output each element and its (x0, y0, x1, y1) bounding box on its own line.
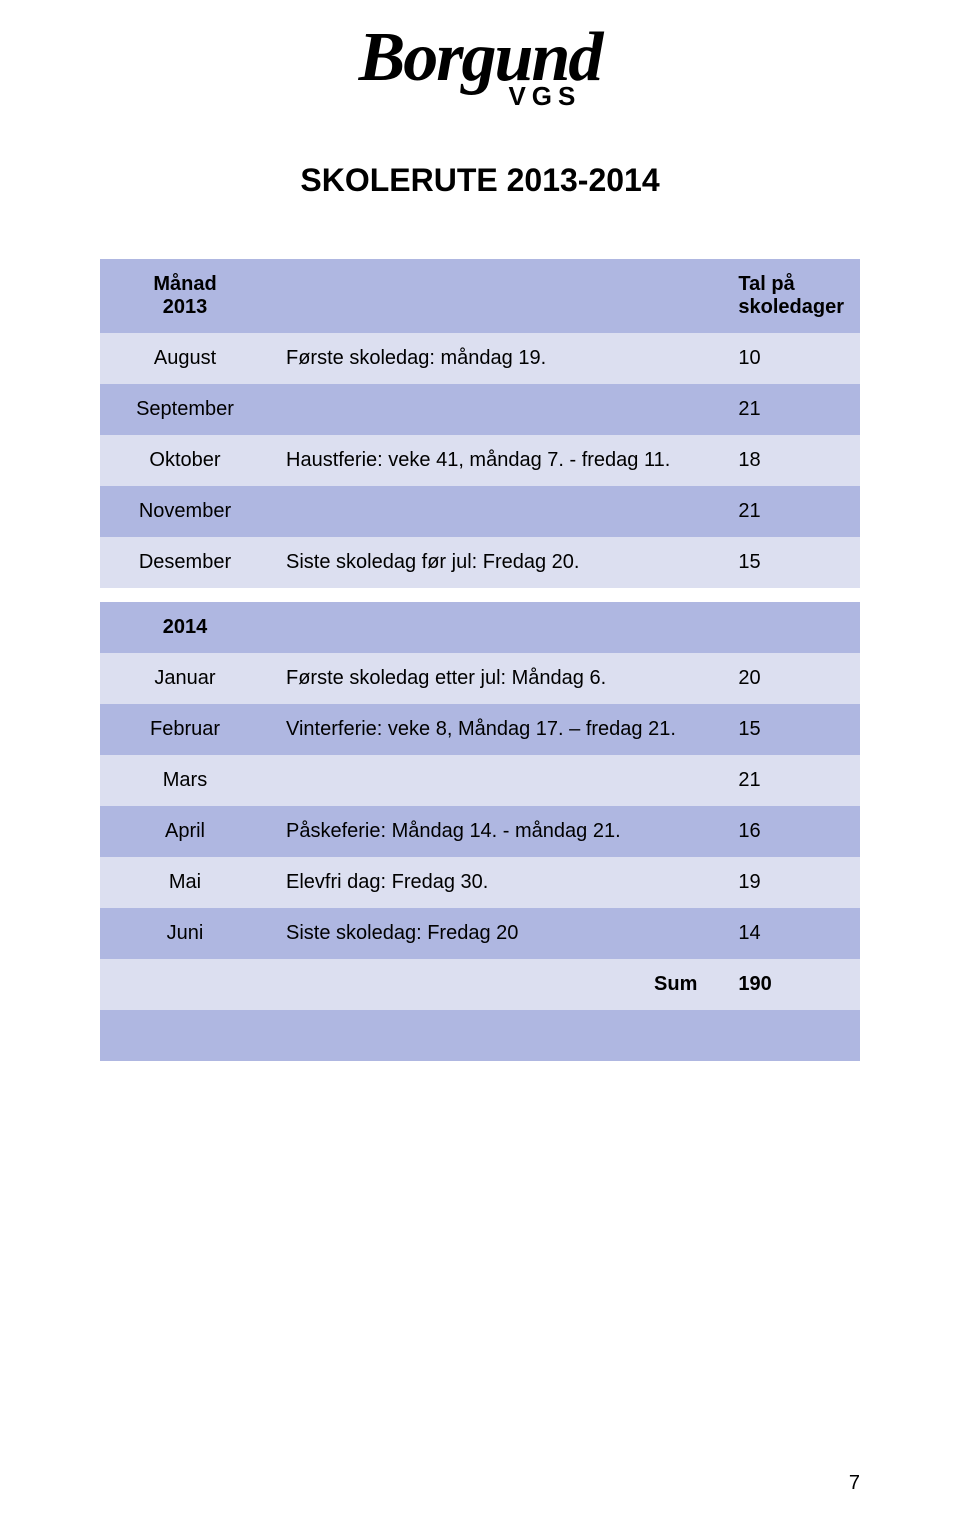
page-number: 7 (849, 1472, 860, 1495)
days-cell: 15 (713, 537, 860, 588)
desc-cell: Haustferie: veke 41, måndag 7. - fredag … (270, 435, 713, 486)
desc-cell: Siste skoledag før jul: Fredag 20. (270, 537, 713, 588)
desc-cell: Første skoledag etter jul: Måndag 6. (270, 653, 713, 704)
table-row: Januar Første skoledag etter jul: Måndag… (100, 653, 860, 704)
table-row: Mai Elevfri dag: Fredag 30. 19 (100, 857, 860, 908)
month-cell: Januar (100, 653, 270, 704)
days-cell: 19 (713, 857, 860, 908)
month-cell: September (100, 384, 270, 435)
days-cell: 18 (713, 435, 860, 486)
month-cell: Februar (100, 704, 270, 755)
days-cell: 21 (713, 486, 860, 537)
days-cell: 14 (713, 908, 860, 959)
sum-label: Sum (270, 959, 713, 1010)
header-desc (270, 259, 713, 333)
sum-value: 190 (713, 959, 860, 1010)
desc-cell: Siste skoledag: Fredag 20 (270, 908, 713, 959)
schedule-table: Månad 2013 Tal på skoledager August Førs… (100, 259, 860, 1061)
sum-row: Sum 190 (100, 959, 860, 1010)
desc-cell: Påskeferie: Måndag 14. - måndag 21. (270, 806, 713, 857)
days-cell: 21 (713, 384, 860, 435)
days-cell: 21 (713, 755, 860, 806)
month-cell: Mai (100, 857, 270, 908)
table-row: Juni Siste skoledag: Fredag 20 14 (100, 908, 860, 959)
table-row (100, 1010, 860, 1061)
table-row: Februar Vinterferie: veke 8, Måndag 17. … (100, 704, 860, 755)
table-row: Mars 21 (100, 755, 860, 806)
table-row: November 21 (100, 486, 860, 537)
days-cell: 20 (713, 653, 860, 704)
desc-cell (270, 486, 713, 537)
desc-cell: Elevfri dag: Fredag 30. (270, 857, 713, 908)
table-row: Oktober Haustferie: veke 41, måndag 7. -… (100, 435, 860, 486)
table-row: Desember Siste skoledag før jul: Fredag … (100, 537, 860, 588)
header2-days (713, 602, 860, 653)
month-cell: Juni (100, 908, 270, 959)
header-days: Tal på skoledager (713, 259, 860, 333)
days-cell: 10 (713, 333, 860, 384)
month-cell: Desember (100, 537, 270, 588)
desc-cell: Første skoledag: måndag 19. (270, 333, 713, 384)
page-title: SKOLERUTE 2013-2014 (100, 162, 860, 199)
logo-main: Borgund (359, 30, 602, 86)
table-row: April Påskeferie: Måndag 14. - måndag 21… (100, 806, 860, 857)
month-cell: Oktober (100, 435, 270, 486)
header-month: Månad 2013 (100, 259, 270, 333)
logo: Borgund VGS (100, 30, 860, 112)
table-row: September 21 (100, 384, 860, 435)
month-cell: April (100, 806, 270, 857)
desc-cell: Vinterferie: veke 8, Måndag 17. – fredag… (270, 704, 713, 755)
table-row: August Første skoledag: måndag 19. 10 (100, 333, 860, 384)
days-cell: 15 (713, 704, 860, 755)
days-cell: 16 (713, 806, 860, 857)
header2-desc (270, 602, 713, 653)
desc-cell (270, 384, 713, 435)
month-cell: November (100, 486, 270, 537)
header2-month: 2014 (100, 602, 270, 653)
month-cell: Mars (100, 755, 270, 806)
month-cell: August (100, 333, 270, 384)
desc-cell (270, 755, 713, 806)
